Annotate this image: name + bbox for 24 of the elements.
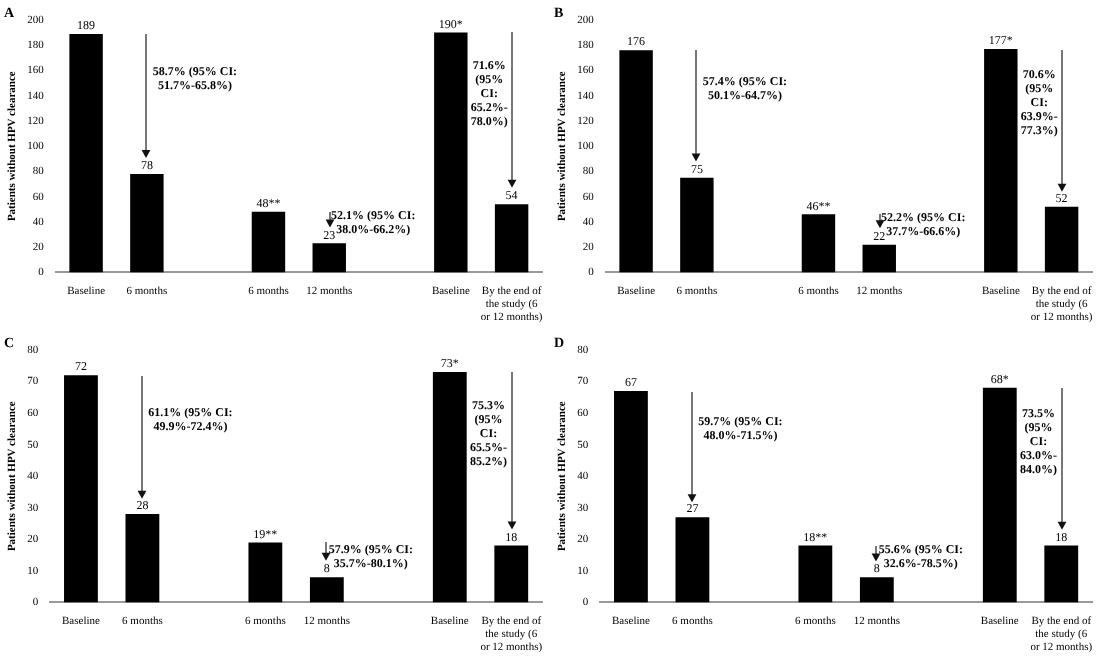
bar [801,214,836,273]
bar [1044,545,1079,603]
bar [675,517,710,603]
bar [614,391,648,603]
bar [432,372,467,603]
bar [494,545,529,603]
bar [1044,206,1079,273]
bar [680,177,714,273]
bar [125,514,160,603]
bar [64,375,98,603]
bar [251,211,286,273]
bar [984,49,1018,273]
bar [859,577,894,603]
bar [862,244,896,273]
bar [312,243,346,273]
bar [619,50,653,273]
bar [248,542,283,603]
bar [130,173,164,273]
bar [982,387,1017,603]
bar [798,545,833,603]
bar [434,32,468,273]
bar [69,33,103,273]
bar [494,204,529,273]
bar [309,577,344,603]
